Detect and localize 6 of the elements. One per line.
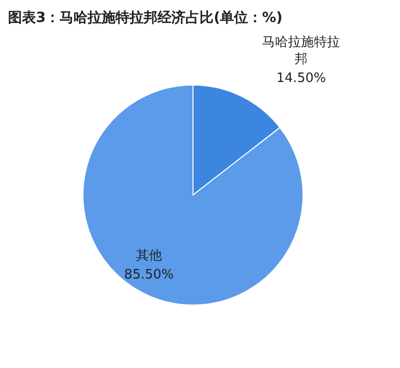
chart-title: 图表3：马哈拉施特拉邦经济占比(单位：%) (8, 9, 283, 26)
pie-slice (82, 84, 304, 306)
slice-label: 马哈拉施特拉邦 (262, 34, 340, 67)
data-label: 14.50% (276, 70, 326, 86)
slice-label: 其他 (136, 248, 162, 264)
data-label: 85.50% (124, 267, 174, 282)
